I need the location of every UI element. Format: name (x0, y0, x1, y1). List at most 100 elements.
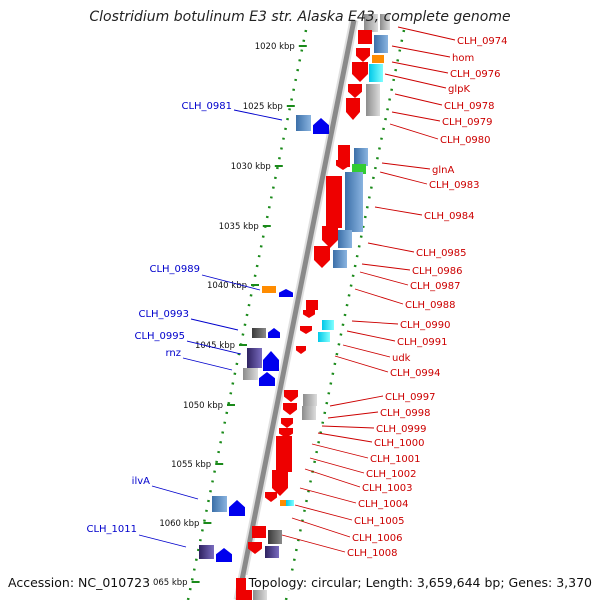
reverse-gene-arrow (296, 346, 306, 354)
gene-feature (296, 115, 311, 131)
gene-leader-line (354, 288, 404, 305)
gene-leader-line (359, 271, 409, 286)
gene-leader-line (361, 263, 411, 271)
gene-feature (265, 546, 279, 558)
reverse-gene-label: CLH_0991 (397, 337, 448, 348)
kbp-tick-label: 1035 kbp (219, 222, 259, 232)
gene-leader-line (309, 457, 365, 474)
kbp-tick-label: 1055 kbp (171, 460, 211, 470)
kbp-tick-label: 1040 kbp (207, 281, 247, 291)
gene-feature (262, 286, 276, 293)
forward-gene-arrow (229, 500, 245, 516)
gene-leader-line (190, 318, 239, 331)
gene-feature (369, 64, 383, 82)
reverse-gene-arrow (314, 246, 330, 268)
reverse-gene-label: CLH_0980 (440, 135, 491, 146)
reverse-gene-label: CLH_0999 (376, 424, 427, 435)
gene-leader-line (342, 344, 391, 358)
forward-gene-label: CLH_0981 (181, 101, 232, 112)
forward-gene-arrow (313, 118, 329, 134)
reverse-gene-arrow (346, 98, 360, 120)
reverse-gene-label: CLH_0983 (429, 180, 480, 191)
reverse-gene-label: CLH_0987 (410, 281, 461, 292)
reverse-gene-label: CLH_0978 (444, 101, 495, 112)
forward-gene-label: CLH_0993 (138, 309, 189, 320)
gene-leader-line (329, 395, 384, 407)
reverse-gene-arrow (272, 470, 288, 496)
gene-feature (380, 14, 390, 30)
reverse-gene-arrow (322, 226, 338, 248)
gene-leader-line (201, 274, 261, 291)
gene-feature (374, 35, 388, 53)
forward-gene-label: ilvA (132, 476, 150, 487)
forward-gene-label: CLH_1011 (86, 524, 137, 535)
reverse-gene-label: udk (392, 353, 411, 364)
gene-feature (352, 164, 366, 174)
gene-feature (345, 172, 363, 232)
reverse-gene-arrow (352, 62, 368, 82)
gene-leader-line (397, 26, 456, 41)
gene-feature (276, 436, 292, 472)
reverse-gene-arrow (356, 48, 370, 62)
gene-feature (333, 250, 347, 268)
kbp-tick-label: 1025 kbp (243, 102, 283, 112)
reverse-gene-arrow (303, 310, 315, 318)
reverse-gene-label: CLH_0998 (380, 408, 431, 419)
accession-text: Accession: NC_010723 (8, 575, 153, 590)
gene-feature (372, 55, 384, 63)
reverse-gene-arrow (348, 84, 362, 98)
reverse-gene-label: CLH_0990 (400, 320, 451, 331)
reverse-gene-label: CLH_0994 (390, 368, 441, 379)
reverse-gene-arrow (265, 492, 277, 502)
inner-tick-track (186, 29, 308, 600)
gene-feature (338, 230, 352, 248)
gene-leader-line (151, 485, 199, 500)
gene-leader-line (391, 111, 441, 122)
reverse-gene-label: CLH_0986 (412, 266, 463, 277)
topology-text: Topology: circular; Length: 3,659,644 bp… (245, 575, 592, 590)
gene-leader-line (299, 487, 357, 504)
gene-feature (252, 526, 266, 538)
gene-feature (318, 332, 330, 342)
gene-feature (366, 84, 380, 116)
gene-feature (354, 148, 368, 166)
kbp-tick-label: 1030 kbp (231, 162, 271, 172)
forward-gene-label: CLH_0995 (134, 331, 185, 342)
reverse-gene-label: CLH_0985 (416, 248, 467, 259)
gene-feature (212, 496, 227, 512)
outer-tick-track (284, 29, 406, 600)
gene-feature (199, 545, 214, 559)
gene-feature (268, 530, 282, 544)
reverse-gene-label: glnA (432, 165, 454, 176)
gene-leader-line (327, 411, 379, 419)
gene-leader-line (294, 504, 353, 521)
gene-leader-line (304, 468, 361, 488)
reverse-gene-label: CLH_1003 (362, 483, 413, 494)
forward-gene-label: rnz (165, 348, 181, 359)
forward-gene-arrow (263, 351, 279, 371)
gene-feature (302, 406, 316, 420)
gene-feature (322, 320, 334, 330)
gene-leader-line (391, 45, 451, 58)
gene-feature (286, 500, 294, 506)
gene-feature (247, 348, 262, 368)
reverse-gene-label: CLH_1000 (374, 438, 425, 449)
gene-leader-line (367, 242, 415, 253)
gene-leader-line (311, 443, 369, 459)
reverse-gene-label: CLH_0979 (442, 117, 493, 128)
gene-leader-line (394, 93, 443, 106)
reverse-gene-label: CLH_1001 (370, 454, 421, 465)
reverse-gene-label: CLH_1006 (352, 533, 403, 544)
backbone (235, 19, 357, 600)
kbp-tick-label: 1060 kbp (159, 519, 199, 529)
gene-leader-line (334, 355, 389, 373)
gene-leader-line (381, 162, 431, 170)
reverse-gene-label: CLH_1008 (347, 548, 398, 559)
gene-leader-line (281, 534, 346, 553)
gene-feature (306, 300, 318, 310)
forward-gene-label: CLH_0989 (149, 264, 200, 275)
gene-feature (326, 176, 342, 228)
forward-gene-arrow (268, 328, 280, 338)
gene-feature (364, 14, 378, 32)
